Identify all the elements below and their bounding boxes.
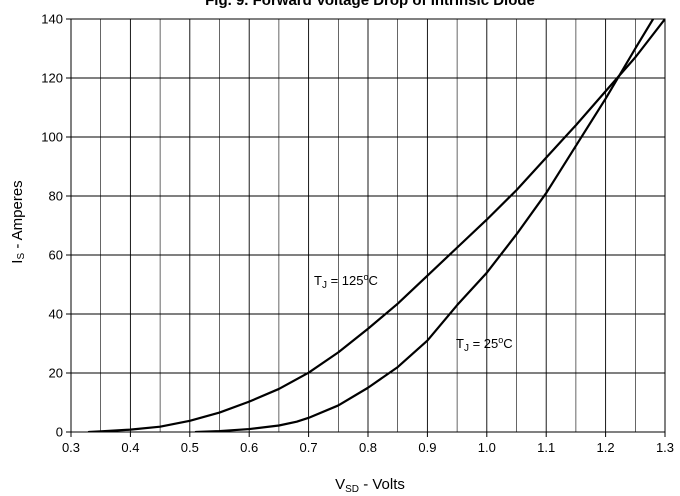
y-tick-label: 20 xyxy=(49,366,63,381)
x-tick-label: 1.3 xyxy=(656,440,674,455)
y-tick-label: 0 xyxy=(56,425,63,440)
x-tick-label: 1.2 xyxy=(597,440,615,455)
y-tick-label: 140 xyxy=(41,12,63,27)
series-line-125c xyxy=(87,19,665,432)
x-tick-label: 0.4 xyxy=(121,440,139,455)
y-tick-label: 40 xyxy=(49,307,63,322)
x-tick-label: 0.7 xyxy=(300,440,318,455)
x-tick-label: 0.8 xyxy=(359,440,377,455)
x-tick-label: 0.3 xyxy=(62,440,80,455)
series-line-25c xyxy=(194,19,655,432)
series-label-125c: TJ = 125oC xyxy=(314,272,378,291)
grid-lines xyxy=(70,18,666,433)
y-tick-label: 60 xyxy=(49,248,63,263)
y-axis-label: IS - Amperes xyxy=(9,180,27,263)
data-series xyxy=(87,19,665,432)
y-tick-label: 80 xyxy=(49,189,63,204)
x-axis-label: VSD - Volts xyxy=(335,476,405,495)
x-tick-label: 0.9 xyxy=(418,440,436,455)
chart-title: Fig. 9. Forward Voltage Drop of Intrinsi… xyxy=(205,0,535,9)
x-tick-label: 1.1 xyxy=(537,440,555,455)
x-tick-label: 0.5 xyxy=(181,440,199,455)
x-tick-label: 1.0 xyxy=(478,440,496,455)
series-label-25c: TJ = 25oC xyxy=(456,335,513,354)
plot-frame xyxy=(70,18,666,433)
x-tick-label: 0.6 xyxy=(240,440,258,455)
y-tick-label: 100 xyxy=(41,130,63,145)
axis-ticks: 0.3 0.4 0.5 0.6 0.7 0.8 0.9 1.0 1.1 1.2 1.3 0 20 40 60… xyxy=(41,12,674,456)
y-tick-label: 120 xyxy=(41,71,63,86)
